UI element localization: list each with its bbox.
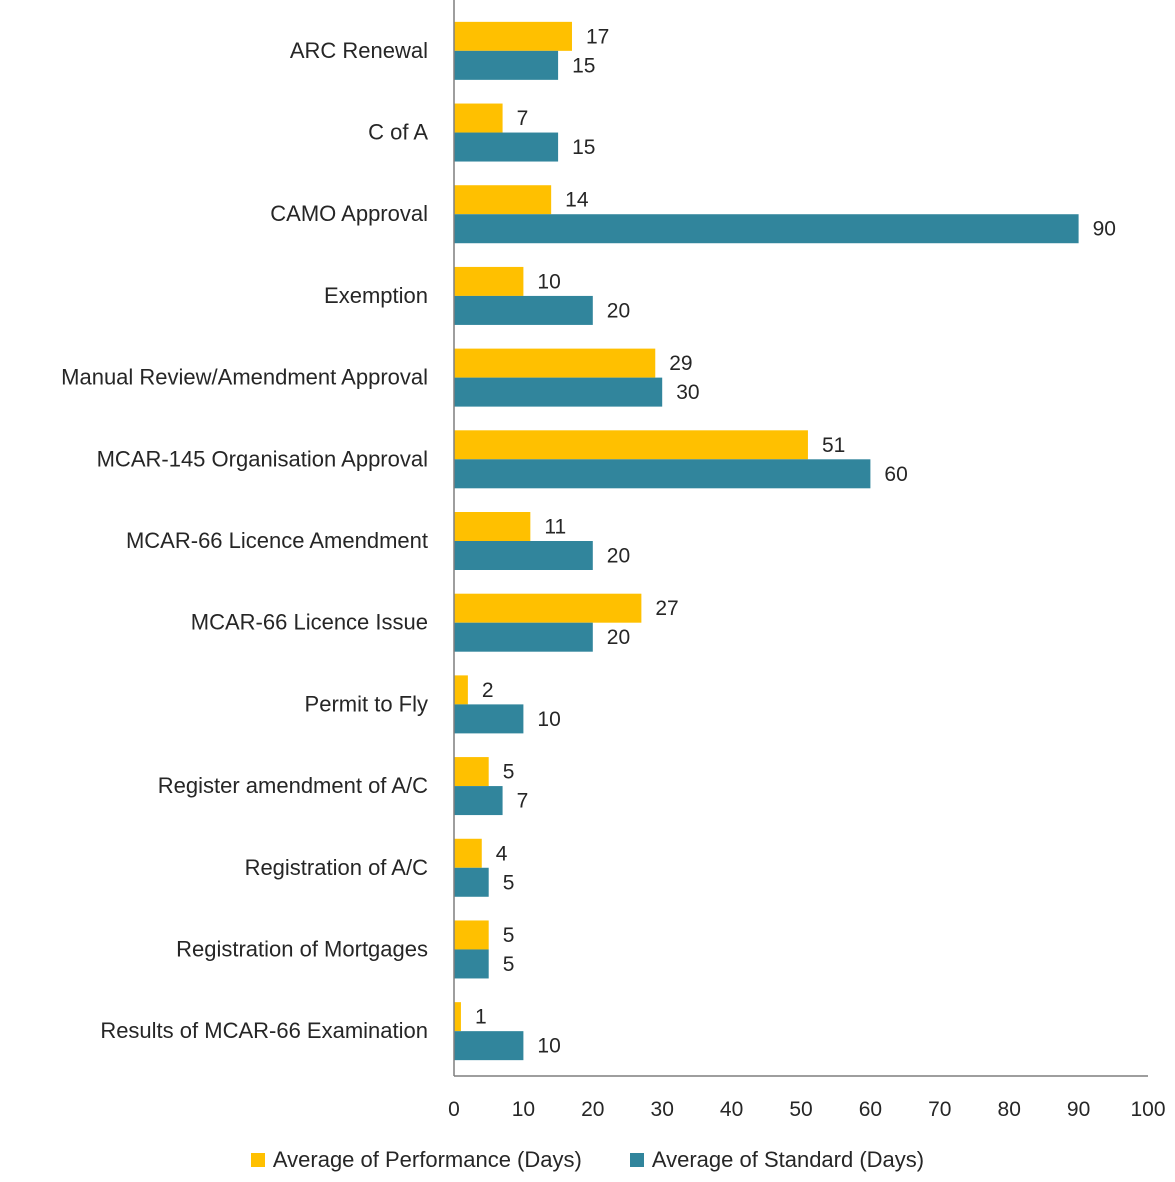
bar-standard: [454, 541, 593, 570]
bar-performance: [454, 348, 656, 378]
bar-standard: [454, 377, 663, 407]
bar-standard: [454, 50, 559, 80]
data-label: 14: [565, 189, 589, 212]
category-label: MCAR-66 Licence Issue: [191, 610, 428, 635]
x-tick-label: 40: [720, 1098, 743, 1121]
bars: [454, 21, 1079, 1061]
category-label: Register amendment of A/C: [158, 773, 428, 798]
data-label: 11: [544, 516, 566, 539]
bar-chart: ARC Renewal C of A CAMO Approval Exemption M…: [61, 0, 1166, 1121]
x-tick-label: 60: [859, 1098, 882, 1121]
legend-label-performance: Average of Performance (Days): [272, 1147, 582, 1172]
x-tick-label: 80: [998, 1098, 1021, 1121]
data-label: 4: [496, 842, 508, 865]
legend-label-standard: Average of Standard (Days): [651, 1147, 925, 1172]
bar-performance: [454, 838, 482, 868]
x-tick-label: 20: [581, 1098, 604, 1121]
category-label: Permit to Fly: [305, 691, 428, 716]
bar-performance: [454, 185, 552, 215]
bar-standard: [454, 786, 503, 816]
legend-item-performance: Average of Performance (Days): [250, 1147, 582, 1173]
x-tick-labels: 0 10 20 30 40 50 60 70 80 90 100: [448, 1098, 1165, 1121]
bar-performance: [454, 21, 572, 51]
bar-performance: [454, 1002, 461, 1032]
data-label: 10: [537, 708, 560, 731]
bar-standard: [454, 459, 871, 489]
category-label: Manual Review/Amendment Approval: [61, 365, 428, 390]
category-label: Registration of A/C: [245, 855, 429, 880]
data-label: 20: [607, 626, 630, 649]
category-label: MCAR-66 Licence Amendment: [126, 528, 428, 553]
legend-swatch-standard: [629, 1153, 644, 1167]
data-label: 2: [482, 679, 494, 702]
data-label: 29: [669, 352, 692, 375]
axes: [453, 0, 1148, 1077]
bar-standard: [454, 622, 593, 652]
data-label: 7: [517, 107, 529, 130]
x-tick-label: 70: [928, 1098, 951, 1121]
legend-swatch-performance: [250, 1153, 265, 1167]
category-label: Registration of Mortgages: [176, 936, 428, 961]
data-label: 51: [822, 434, 845, 457]
bar-standard: [454, 1031, 524, 1061]
bar-performance: [454, 757, 489, 787]
bar-performance: [454, 920, 489, 950]
bar-standard: [454, 214, 1079, 244]
data-label: 15: [572, 136, 595, 159]
bar-standard: [454, 295, 593, 325]
data-label: 5: [503, 871, 515, 894]
bar-performance: [454, 593, 642, 623]
x-tick-label: 90: [1067, 1098, 1090, 1121]
category-label: Results of MCAR-66 Examination: [100, 1018, 428, 1043]
bar-standard: [454, 132, 559, 162]
bar-performance: [454, 266, 524, 296]
data-label: 5: [503, 924, 515, 947]
data-label: 30: [676, 381, 699, 404]
data-labels: 1715715149010202930516011202720210574555…: [475, 25, 1116, 1057]
data-label: 20: [607, 545, 630, 568]
x-tick-label: 10: [512, 1098, 535, 1121]
legend-item-standard: Average of Standard (Days): [629, 1147, 925, 1173]
x-tick-label: 50: [789, 1098, 812, 1121]
data-label: 17: [586, 25, 609, 48]
data-label: 10: [537, 1035, 560, 1058]
data-label: 15: [572, 54, 595, 77]
x-tick-label: 0: [448, 1098, 460, 1121]
category-label: MCAR-145 Organisation Approval: [97, 446, 428, 471]
bar-performance: [454, 103, 503, 133]
data-label: 27: [655, 597, 678, 620]
data-label: 90: [1093, 218, 1116, 241]
data-label: 60: [884, 463, 907, 486]
category-label: ARC Renewal: [290, 38, 428, 63]
x-tick-label: 100: [1130, 1098, 1165, 1121]
category-labels: ARC Renewal C of A CAMO Approval Exemption M…: [61, 38, 428, 1043]
bar-performance: [454, 675, 468, 705]
bar-performance: [454, 430, 808, 460]
bar-performance: [454, 512, 531, 541]
legend: Average of Performance (Days) Average of…: [0, 1140, 1175, 1180]
bar-standard: [454, 867, 489, 897]
data-label: 7: [517, 790, 529, 813]
x-tick-label: 30: [651, 1098, 674, 1121]
data-label: 5: [503, 761, 515, 784]
category-label: C of A: [368, 120, 428, 145]
data-label: 10: [537, 270, 560, 293]
bar-standard: [454, 949, 489, 979]
data-label: 5: [503, 953, 515, 976]
data-label: 20: [607, 299, 630, 322]
category-label: Exemption: [324, 283, 428, 308]
bar-standard: [454, 704, 524, 734]
category-label: CAMO Approval: [270, 201, 428, 226]
data-label: 1: [475, 1006, 487, 1029]
